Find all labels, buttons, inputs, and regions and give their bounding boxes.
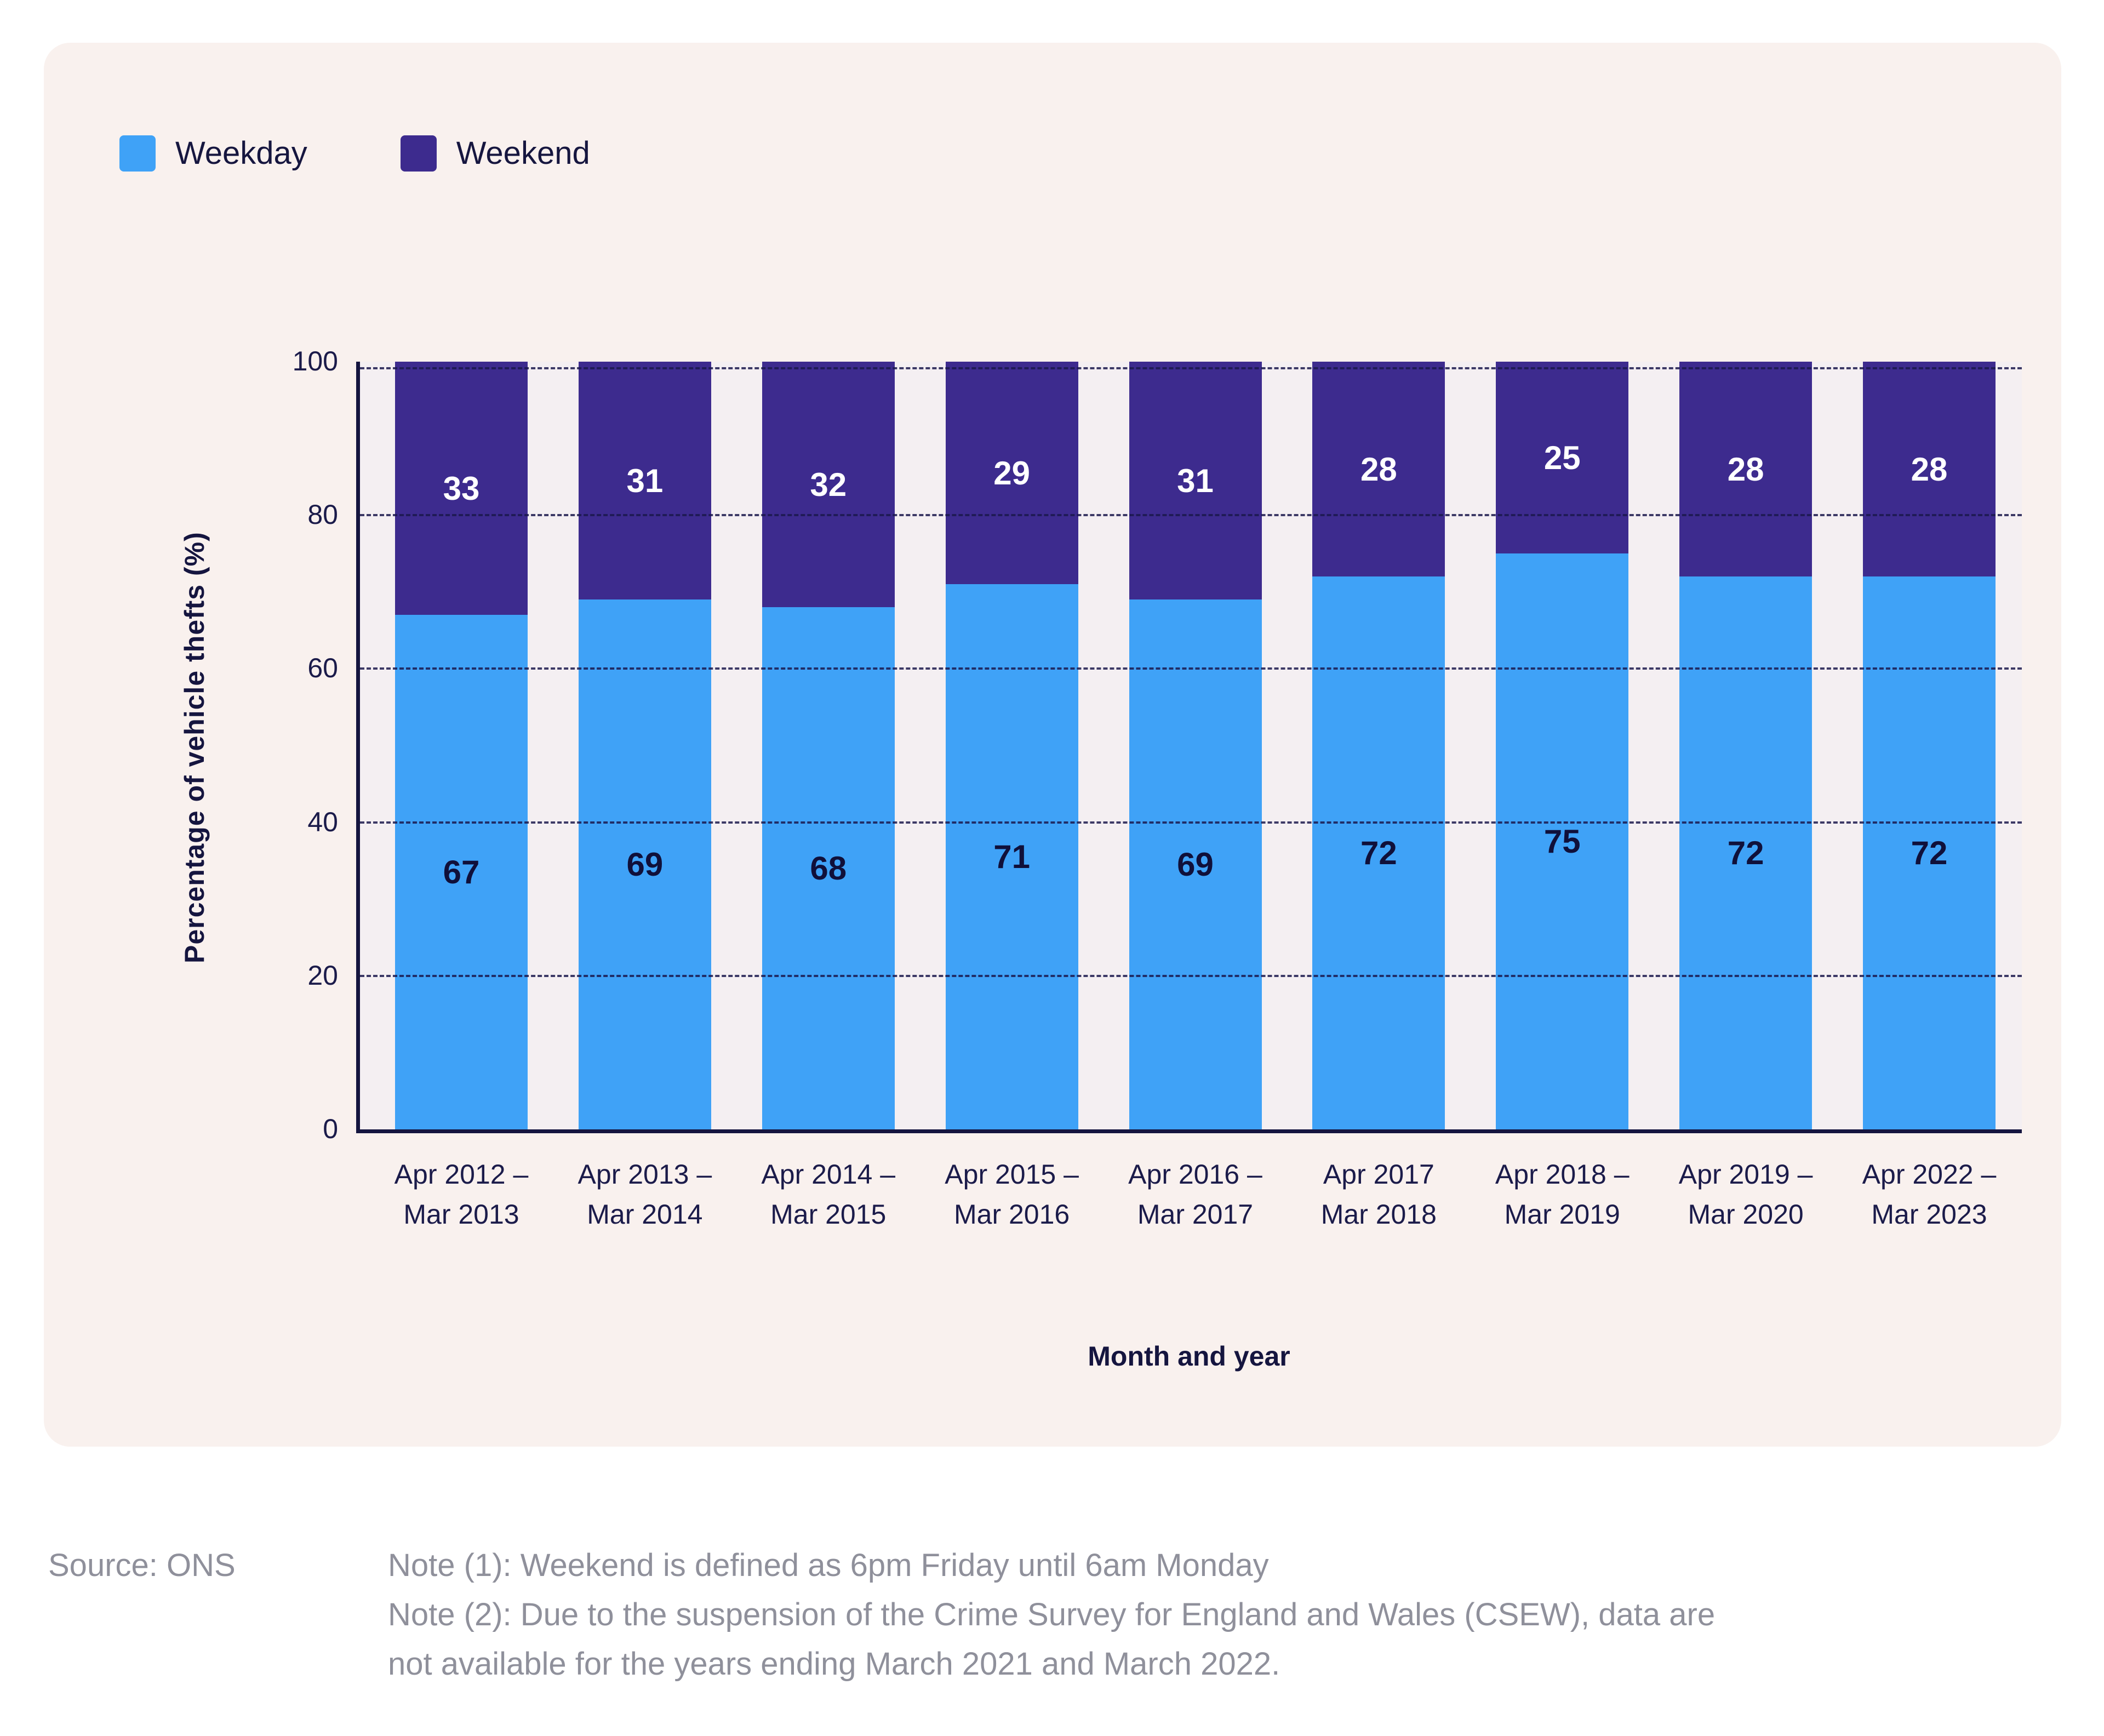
x-tick-label: Apr 2022 – Mar 2023 — [1862, 1159, 1997, 1230]
bar-segment-weekday: 71 — [945, 584, 1078, 1129]
x-tick-label: Apr 2018 – Mar 2019 — [1495, 1159, 1630, 1230]
bar-column: 28 72 Apr 2017 Mar 2018 — [1312, 362, 1445, 1230]
bar-segment-weekend: 33 — [395, 362, 528, 615]
x-tick-label: Apr 2016 – Mar 2017 — [1128, 1159, 1262, 1230]
bar-segment-weekday: 69 — [578, 599, 711, 1129]
chart-card: Weekday Weekend Percentage of vehicle the… — [44, 43, 2061, 1447]
bar-segment-weekday: 72 — [1312, 576, 1445, 1129]
x-tick-label: Apr 2019 – Mar 2020 — [1678, 1159, 1813, 1230]
y-tick-label: 40 — [307, 806, 338, 837]
y-axis-title: Percentage of vehicle thefts (%) — [179, 532, 210, 963]
bar-segment-weekend: 31 — [578, 362, 711, 600]
bar-segment-weekend: 31 — [1129, 362, 1262, 600]
x-tick-label: Apr 2013 – Mar 2014 — [578, 1159, 712, 1230]
x-tick-label: Apr 2015 – Mar 2016 — [945, 1159, 1079, 1230]
note-1: Note (1): Weekend is defined as 6pm Frid… — [388, 1547, 1269, 1583]
y-tick-label: 80 — [307, 499, 338, 530]
bar-segment-weekday: 72 — [1679, 576, 1813, 1129]
x-axis-title: Month and year — [1088, 1341, 1290, 1372]
footer: Source: ONS Note (1): Weekend is defined… — [48, 1541, 2043, 1689]
x-tick-label: Apr 2014 – Mar 2015 — [761, 1159, 896, 1230]
legend-swatch-weekday — [119, 135, 156, 172]
y-tick-label: 100 — [292, 346, 338, 376]
bar-segment-weekend: 25 — [1496, 362, 1629, 554]
bar-segment-weekday: 75 — [1496, 553, 1629, 1129]
x-tick-label: Apr 2012 – Mar 2013 — [394, 1159, 529, 1230]
legend-item-weekday: Weekday — [119, 135, 307, 172]
bar-segment-weekday: 72 — [1863, 576, 1996, 1129]
plot-area: 0 20 40 60 80 100 33 67 Apr 2012 – Mar 2013 31 69… — [293, 346, 2022, 1230]
bar-segment-weekend: 29 — [945, 362, 1078, 585]
y-tick-label: 60 — [307, 653, 338, 684]
legend: Weekday Weekend — [119, 135, 590, 172]
x-tick-label: Apr 2017 Mar 2018 — [1320, 1159, 1437, 1230]
bars: 33 67 Apr 2012 – Mar 2013 31 69 Apr 2013 – Ma… — [360, 362, 2022, 1230]
bar-segment-weekday: 68 — [762, 607, 895, 1129]
bar-segment-weekend: 32 — [762, 362, 895, 608]
bar-segment-weekend: 28 — [1863, 362, 1996, 577]
bar-column: 29 71 Apr 2015 – Mar 2016 — [945, 362, 1079, 1230]
bar-column: 25 75 Apr 2018 – Mar 2019 — [1495, 362, 1630, 1230]
bar-column: 31 69 Apr 2016 – Mar 2017 — [1128, 362, 1262, 1230]
bar-column: 33 67 Apr 2012 – Mar 2013 — [395, 362, 528, 1230]
bar-column: 32 68 Apr 2014 – Mar 2015 — [761, 362, 895, 1230]
note-2: Note (2): Due to the suspension of the C… — [388, 1596, 1716, 1682]
bar-column: 28 72 Apr 2019 – Mar 2020 — [1679, 362, 1813, 1230]
bar-segment-weekday: 69 — [1129, 599, 1262, 1129]
y-tick-label: 0 — [323, 1113, 338, 1144]
bar-column: 28 72 Apr 2022 – Mar 2023 — [1862, 362, 1996, 1230]
bar-segment-weekend: 28 — [1679, 362, 1813, 577]
bar-segment-weekday: 67 — [395, 615, 528, 1129]
bar-column: 31 69 Apr 2013 – Mar 2014 — [578, 362, 712, 1230]
source-label: Source: ONS — [48, 1547, 236, 1583]
legend-item-weekend: Weekend — [400, 135, 590, 172]
legend-label: Weekend — [456, 135, 590, 171]
bar-segment-weekend: 28 — [1312, 362, 1445, 577]
legend-swatch-weekend — [400, 135, 437, 172]
y-tick-label: 20 — [307, 960, 338, 991]
notes: Note (1): Weekend is defined as 6pm Frid… — [388, 1541, 1747, 1689]
legend-label: Weekday — [175, 135, 307, 171]
